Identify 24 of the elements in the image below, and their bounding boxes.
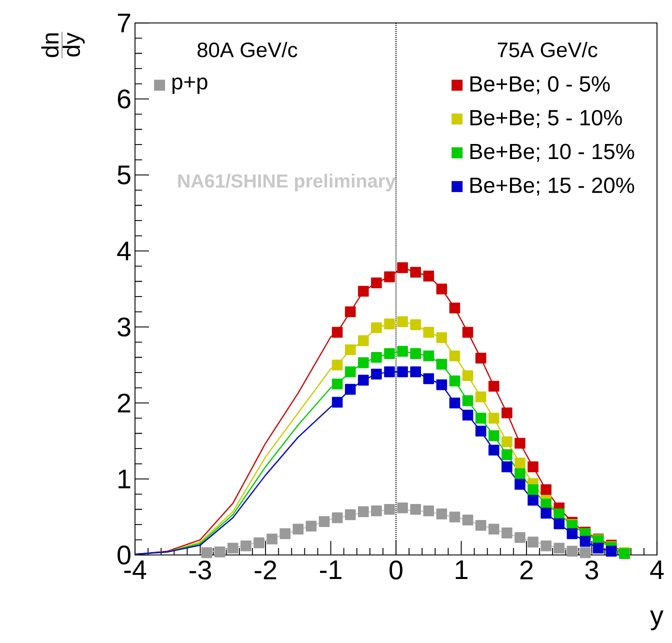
legend-label: Be+Be; 10 - 15% [470, 144, 634, 162]
y-tick-label: 2 [118, 394, 130, 412]
x-tick-label: -2 [254, 560, 276, 580]
y-axis-title: $\frac{\mathrm{dn}}{\mathrm{dy}}$ [41, 32, 85, 58]
x-tick-label: 0 [390, 560, 402, 580]
legend-label: Be+Be; 5 - 10% [470, 110, 622, 128]
annotation: 80A GeV/c [198, 42, 298, 58]
x-tick-label: 3 [585, 560, 598, 580]
legend-label: p+p [172, 76, 208, 94]
y-tick-label: 5 [118, 166, 130, 184]
x-tick-label: -3 [190, 560, 212, 580]
x-tick-label: 2 [520, 560, 533, 580]
x-axis-title: y [650, 610, 664, 630]
x-tick-label: -1 [320, 560, 342, 580]
legend-label: Be+Be; 15 - 20% [470, 178, 634, 196]
y-tick-label: 7 [118, 14, 130, 32]
legend-label: Be+Be; 0 - 5% [470, 76, 610, 94]
x-tick-label: 1 [456, 560, 468, 580]
y-tick-label: 4 [117, 242, 131, 260]
y-tick-label: 1 [118, 470, 130, 488]
y-tick-label: 6 [118, 89, 130, 109]
annotation: 75A GeV/c [498, 42, 598, 58]
y-tick-label: 3 [118, 317, 130, 337]
x-tick-label: 4 [650, 560, 664, 580]
